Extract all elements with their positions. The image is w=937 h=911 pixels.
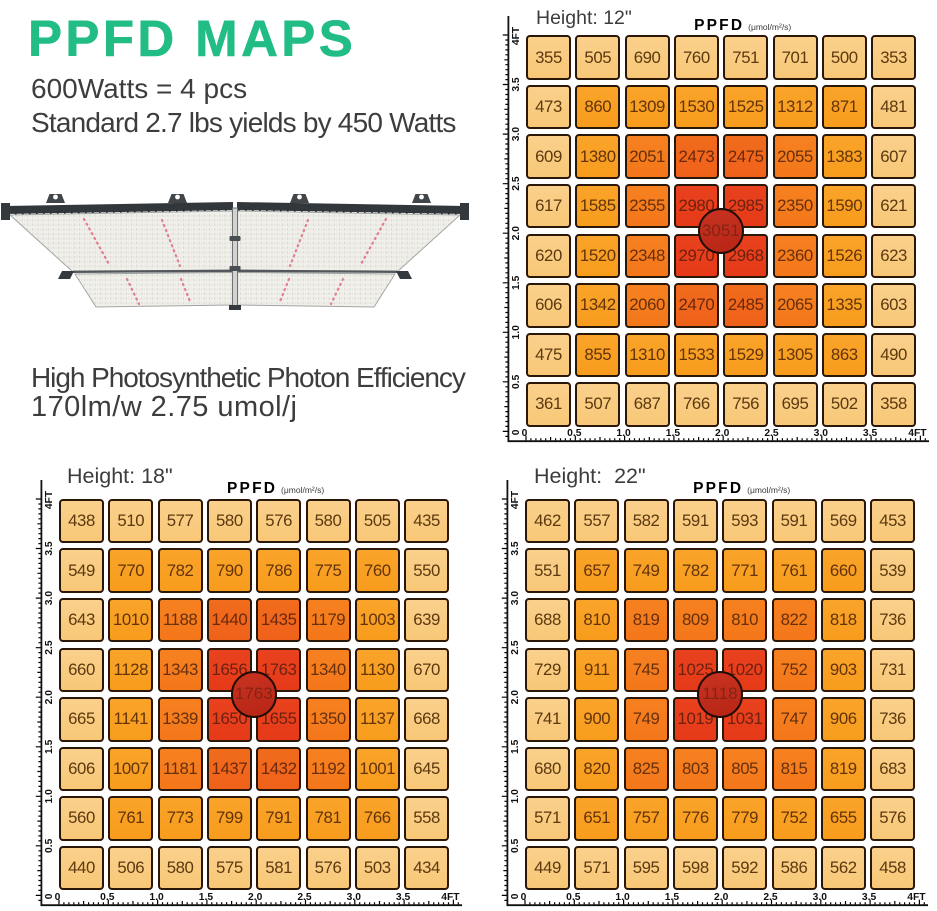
svg-text:4FT: 4FT [511,26,522,45]
svg-text:2.5: 2.5 [510,640,521,655]
svg-text:2.0: 2.0 [510,690,521,705]
svg-text:3.5: 3.5 [511,77,522,92]
svg-text:2.5: 2.5 [297,892,312,903]
svg-text:3.5: 3.5 [510,541,521,556]
svg-text:2.0: 2.0 [714,892,729,903]
svg-text:1.5: 1.5 [510,739,521,754]
svg-text:4FT: 4FT [44,490,55,509]
svg-text:0.5: 0.5 [566,892,581,903]
svg-text:1.5: 1.5 [44,739,55,754]
svg-text:2.5: 2.5 [511,176,522,191]
svg-text:3.0: 3.0 [814,428,829,439]
svg-text:2.0: 2.0 [715,428,730,439]
svg-text:0.5: 0.5 [511,375,522,390]
svg-text:3.0: 3.0 [510,590,521,605]
svg-text:3.0: 3.0 [44,590,55,605]
svg-text:0: 0 [521,892,527,903]
svg-text:1.0: 1.0 [510,789,521,804]
svg-text:1.5: 1.5 [511,276,522,291]
svg-text:3.5: 3.5 [44,541,55,556]
svg-text:0.5: 0.5 [567,428,582,439]
svg-text:1.5: 1.5 [199,892,214,903]
svg-text:0: 0 [55,892,61,903]
svg-text:1.0: 1.0 [615,892,630,903]
svg-text:2.5: 2.5 [763,892,778,903]
svg-text:2.5: 2.5 [764,428,779,439]
svg-text:4FT: 4FT [441,892,460,903]
svg-text:3.5: 3.5 [862,892,877,903]
svg-text:0: 0 [511,430,522,436]
svg-text:0: 0 [522,428,528,439]
svg-text:0: 0 [44,893,55,899]
svg-text:3.0: 3.0 [511,127,522,142]
svg-text:3.0: 3.0 [347,892,362,903]
svg-text:0.5: 0.5 [510,838,521,853]
svg-text:4FT: 4FT [908,428,927,439]
svg-text:0.5: 0.5 [100,892,115,903]
svg-text:1.0: 1.0 [149,892,164,903]
svg-text:1.5: 1.5 [665,892,680,903]
svg-text:4FT: 4FT [907,892,926,903]
svg-text:1.5: 1.5 [666,428,681,439]
svg-text:0.5: 0.5 [44,838,55,853]
svg-text:1.0: 1.0 [616,428,631,439]
svg-text:3.0: 3.0 [813,892,828,903]
svg-text:1.0: 1.0 [511,325,522,340]
svg-text:2.0: 2.0 [44,690,55,705]
svg-text:0: 0 [510,893,521,899]
svg-text:2.0: 2.0 [511,226,522,241]
svg-text:4FT: 4FT [510,490,521,509]
svg-text:1.0: 1.0 [44,789,55,804]
svg-text:2.5: 2.5 [44,640,55,655]
svg-text:3.5: 3.5 [863,428,878,439]
svg-text:2.0: 2.0 [248,892,263,903]
svg-text:3.5: 3.5 [396,892,411,903]
